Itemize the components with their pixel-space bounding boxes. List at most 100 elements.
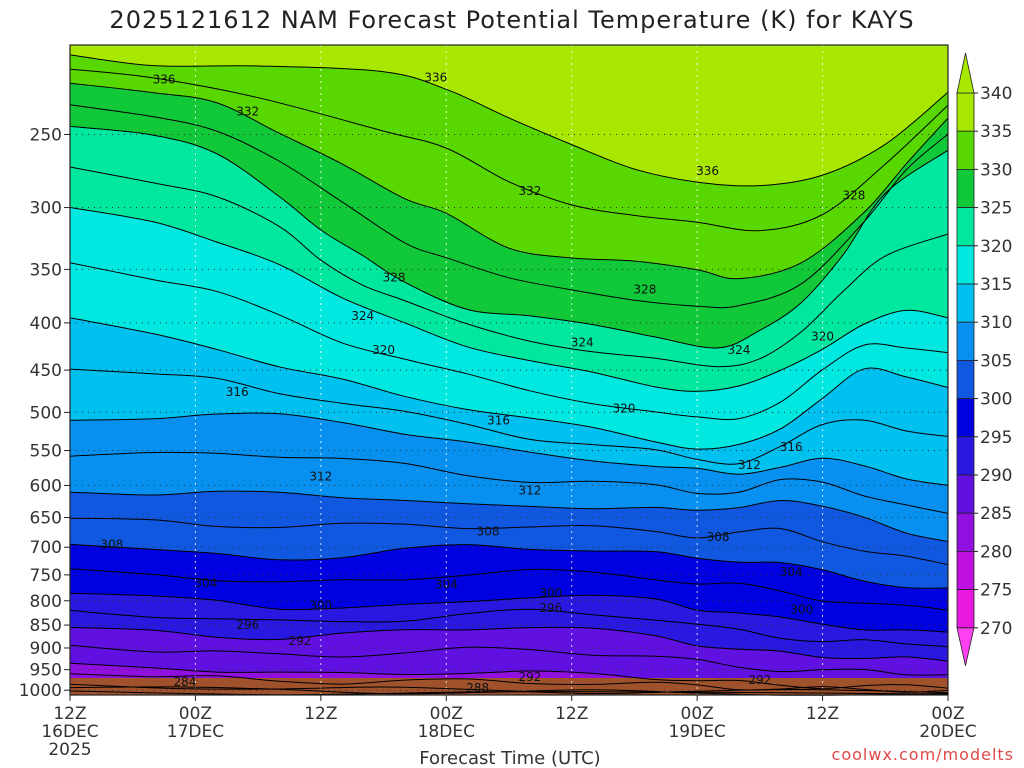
y-tick-label: 550 <box>30 442 62 462</box>
contour-label: 316 <box>226 385 249 399</box>
x-tick-time: 12Z <box>53 704 86 724</box>
contour-mid-308 <box>69 568 949 611</box>
y-tick-label: 1000 <box>19 681 62 701</box>
contour-label: 328 <box>633 282 656 296</box>
contour-label: 324 <box>351 309 374 323</box>
y-tick-label: 950 <box>30 661 62 681</box>
colorbar-cell-315 <box>956 283 975 323</box>
x-tick-time: 12Z <box>304 704 337 724</box>
contour-label: 336 <box>424 71 447 85</box>
contour-mid-316 <box>69 451 949 514</box>
contour-label: 304 <box>780 565 803 579</box>
colorbar-label: 280 <box>980 542 1012 562</box>
x-tick-date: 18DEC <box>418 722 475 742</box>
contour-label: 316 <box>487 413 510 427</box>
contour-mid-332 <box>69 104 949 309</box>
y-tick-label: 350 <box>30 260 62 280</box>
chart-title: 2025121612 NAM Forecast Potential Temper… <box>109 6 914 34</box>
contour-label: 296 <box>539 601 562 615</box>
x-tick-time: 00Z <box>681 704 714 724</box>
y-tick-label: 900 <box>30 639 62 659</box>
contour-mid-300 <box>69 644 949 676</box>
colorbar-cell-285 <box>956 512 975 552</box>
contour-label: 300 <box>539 586 562 600</box>
contour-label: 296 <box>236 618 259 632</box>
credit-text: coolwx.com/modelts <box>832 745 1014 764</box>
colorbar-cell-335 <box>956 130 975 170</box>
colorbar-cell-295 <box>956 436 975 476</box>
colorbar-cell-325 <box>956 207 975 247</box>
colorbar-cell-340 <box>956 92 975 132</box>
contour-label: 336 <box>696 164 719 178</box>
contour-label: 312 <box>518 484 541 498</box>
colorbar-label: 315 <box>980 275 1012 295</box>
contour-label: 312 <box>738 458 761 472</box>
contour-316 <box>69 412 949 486</box>
colorbar-cell-280 <box>956 551 975 591</box>
contour-label: 312 <box>309 470 332 484</box>
y-tick-label: 500 <box>30 403 62 423</box>
contour-mid-320 <box>69 368 949 465</box>
contour-mid-296 <box>69 673 949 693</box>
x-tick-date: 20DEC <box>919 722 976 742</box>
contour-mid-304 <box>69 608 949 648</box>
colorbar-label: 325 <box>980 199 1012 219</box>
colorbar-label: 310 <box>980 313 1012 333</box>
colorbar-label: 340 <box>980 84 1012 104</box>
contour-304 <box>69 592 949 633</box>
colorbar: 340 335 330 325 320 315 310 305 300 295 290 285 280 2… <box>956 52 1012 666</box>
contour-label: 328 <box>842 188 865 202</box>
contour-label: 336 <box>153 73 176 87</box>
x-tick-date: 17DEC <box>167 722 224 742</box>
contour-label: 320 <box>372 343 395 357</box>
colorbar-cell-330 <box>956 168 975 208</box>
colorbar-cell-320 <box>956 245 975 285</box>
contour-labels: 336 336 332 336 332 328 328 328 324 324 324 320 320 3… <box>100 71 865 696</box>
contour-label: 292 <box>518 670 541 684</box>
contour-label: 316 <box>780 440 803 454</box>
y-tick-label: 750 <box>30 566 62 586</box>
contour-332 <box>69 82 949 280</box>
x-tick-time: 00Z <box>931 704 964 724</box>
colorbar-label: 300 <box>980 390 1012 410</box>
y-tick-label: 400 <box>30 314 62 334</box>
contour-296 <box>69 662 949 690</box>
colorbar-label: 285 <box>980 504 1012 524</box>
colorbar-label: 335 <box>980 122 1012 142</box>
contour-label: 328 <box>383 270 406 284</box>
y-tick-label: 850 <box>30 616 62 636</box>
y-tick-label: 450 <box>30 361 62 381</box>
y-tick-label: 650 <box>30 509 62 529</box>
contour-label: 332 <box>236 104 259 118</box>
plot-area <box>70 45 948 695</box>
colorbar-label: 290 <box>980 466 1012 486</box>
contour-mid-336 <box>69 68 949 232</box>
contour-320 <box>69 317 949 450</box>
contour-label: 300 <box>790 603 813 617</box>
contour-label: 308 <box>707 530 730 544</box>
x-tick-time: 12Z <box>806 704 839 724</box>
contour-label: 324 <box>571 335 594 349</box>
contour-292 <box>69 683 949 695</box>
x-tick-time: 12Z <box>555 704 588 724</box>
contour-328 <box>69 125 949 349</box>
colorbar-label: 305 <box>980 351 1012 371</box>
contour-label: 292 <box>748 673 771 687</box>
x-tick-year: 2025 <box>48 740 91 760</box>
x-tick-date: 19DEC <box>668 722 725 742</box>
contour-label: 288 <box>466 681 489 695</box>
contour-label: 332 <box>518 184 541 198</box>
contour-label: 308 <box>477 524 500 538</box>
contour-label: 284 <box>174 675 197 689</box>
contour-label: 308 <box>100 537 123 551</box>
contour-312 <box>69 490 949 542</box>
colorbar-label: 270 <box>980 619 1012 639</box>
contour-324 <box>69 207 949 392</box>
contour-lines <box>69 44 949 696</box>
x-axis-label: Forecast Time (UTC) <box>419 748 600 768</box>
y-tick-label: 300 <box>30 199 62 219</box>
contour-mid-324 <box>69 262 949 421</box>
x-tick-date: 16DEC <box>41 722 98 742</box>
contour-label: 304 <box>435 577 458 591</box>
